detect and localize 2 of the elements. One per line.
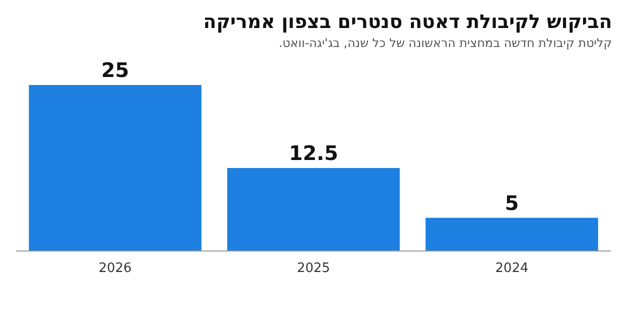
subtitle: קליטת קיבולת חדשה במחצית הראשונה של כל שנה, בג'יגה-וואט. — [278, 36, 612, 50]
title: הביקוש לקיבולת דאטה סנטרים בצפון אמריקה — [203, 11, 612, 33]
